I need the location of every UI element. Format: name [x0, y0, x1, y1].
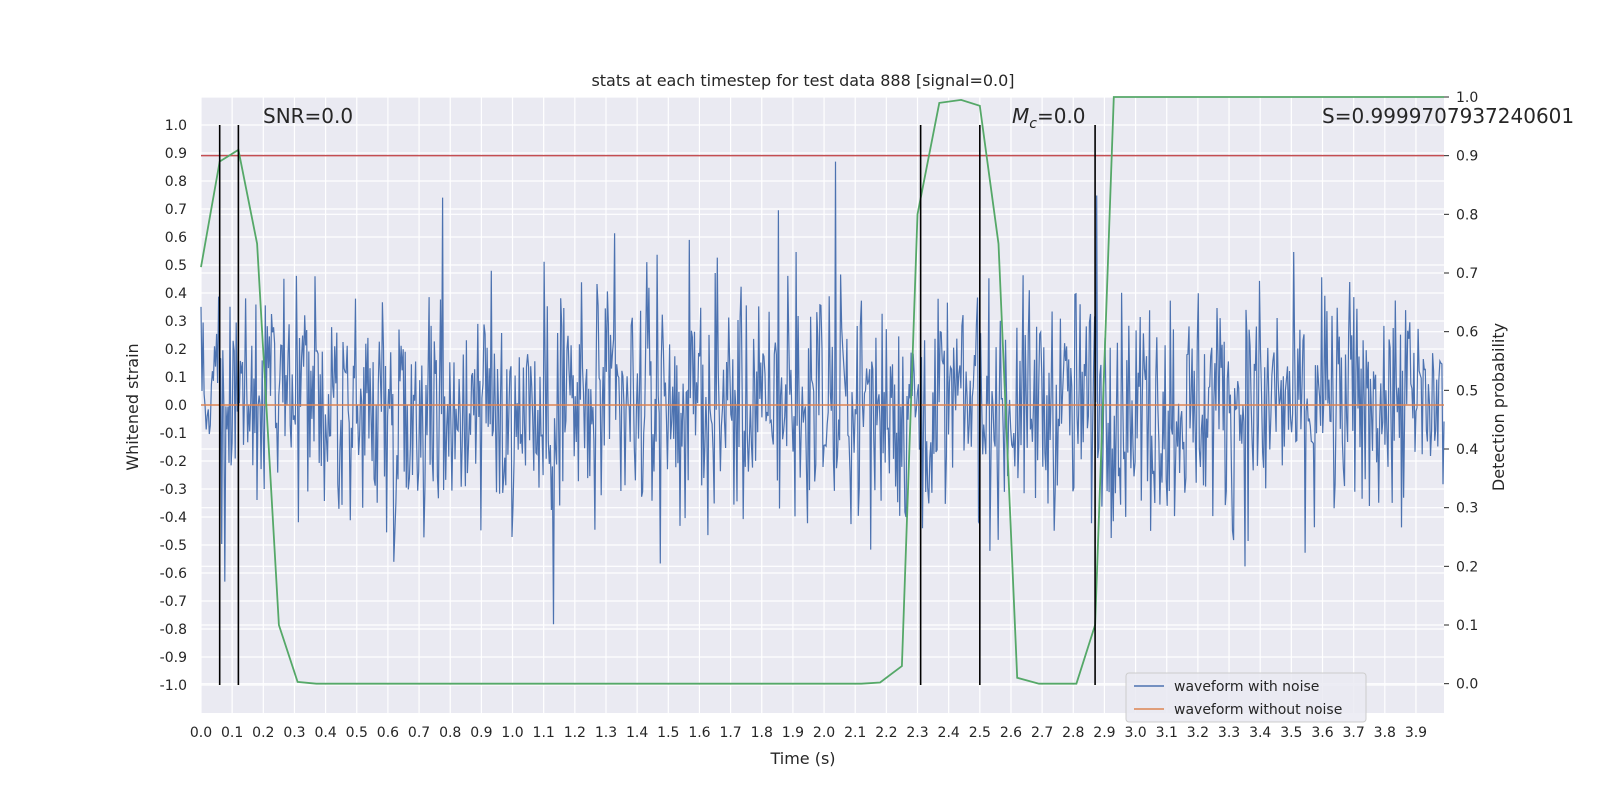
x-tick-label: 3.7	[1343, 725, 1365, 741]
x-tick-label: 1.2	[564, 725, 586, 741]
x-tick-label: 1.4	[626, 725, 648, 741]
x-tick-label: 3.9	[1405, 725, 1427, 741]
x-tick-label: 0.1	[221, 725, 243, 741]
series-detection-probability	[200, 96, 1444, 685]
y-tick-label: 0.1	[165, 370, 187, 386]
series-waveform-with-noise	[200, 161, 1445, 625]
x-tick-label: 2.8	[1062, 725, 1084, 741]
y-tick-label: -0.5	[160, 538, 187, 554]
y-tick-label: 0.5	[165, 258, 187, 274]
x-tick-label: 3.5	[1280, 725, 1302, 741]
y-tick-label: -0.3	[160, 482, 187, 498]
annotation-chirp-mass-var: M	[1012, 104, 1029, 128]
y2-tick-label: 0.3	[1456, 501, 1478, 517]
y2-tick-label: 1.0	[1456, 90, 1478, 106]
y-tick-label: -0.8	[160, 622, 187, 638]
x-tick-label: 2.4	[938, 725, 960, 741]
y-tick-label: -1.0	[160, 678, 187, 694]
y-tick-label: -0.4	[160, 510, 187, 526]
series-layer	[200, 96, 1444, 685]
y-tick-label: -0.1	[160, 426, 187, 442]
y2-tick-label: 0.4	[1456, 442, 1478, 458]
y2-tick-label: 0.9	[1456, 149, 1478, 165]
x-tick-label: 2.9	[1093, 725, 1115, 741]
x-tick-label: 0.6	[377, 725, 399, 741]
y-tick-label: -0.7	[160, 594, 187, 610]
y2-tick-label: 0.0	[1456, 677, 1478, 693]
x-tick-label: 1.7	[719, 725, 741, 741]
y2-tick-label: 0.6	[1456, 325, 1478, 341]
x-tick-label: 2.7	[1031, 725, 1053, 741]
annotation-snr: SNR=0.0	[263, 104, 353, 128]
vertical-lines-layer	[218, 125, 1096, 685]
chart-title: stats at each timestep for test data 888…	[591, 71, 1014, 90]
x-tick-label: 3.1	[1156, 725, 1178, 741]
y2-axis-label: Detection probability	[1489, 323, 1508, 491]
x-tick-label: 2.0	[813, 725, 835, 741]
legend-label-noise: waveform with noise	[1174, 679, 1319, 695]
x-tick-label: 0.9	[470, 725, 492, 741]
annotation-score: S=0.9999707937240601	[1322, 104, 1574, 128]
y-tick-label: -0.6	[160, 566, 187, 582]
annotation-chirp-mass-sub: c	[1029, 116, 1037, 132]
x-tick-label: 0.3	[283, 725, 305, 741]
y2-tick-label: 0.7	[1456, 266, 1478, 282]
x-tick-label: 1.5	[657, 725, 679, 741]
x-tick-label: 2.3	[906, 725, 928, 741]
x-tick-label: 3.3	[1218, 725, 1240, 741]
y-tick-label: 0.9	[165, 146, 187, 162]
x-tick-label: 1.9	[782, 725, 804, 741]
x-tick-label: 0.8	[439, 725, 461, 741]
legend: waveform with noise waveform without noi…	[1125, 672, 1367, 723]
x-tick-label: 2.5	[969, 725, 991, 741]
y-tick-label: 1.0	[165, 118, 187, 134]
x-tick-label: 0.2	[252, 725, 274, 741]
legend-label-clean: waveform without noise	[1174, 702, 1342, 718]
x-tick-label: 3.6	[1311, 725, 1333, 741]
x-tick-label: 0.0	[190, 725, 212, 741]
x-tick-label: 2.2	[875, 725, 897, 741]
y-tick-label: -0.2	[160, 454, 187, 470]
x-tick-label: 3.4	[1249, 725, 1271, 741]
x-tick-label: 3.0	[1124, 725, 1146, 741]
y-tick-label: 0.6	[165, 230, 187, 246]
y-tick-label: 0.7	[165, 202, 187, 218]
x-tick-label: 2.1	[844, 725, 866, 741]
y2-tick-label: 0.2	[1456, 559, 1478, 575]
y-axis-label: Whitened strain	[123, 343, 142, 470]
x-tick-label: 0.7	[408, 725, 430, 741]
y-tick-label: -0.9	[160, 650, 187, 666]
y2-tick-label: 0.5	[1456, 383, 1478, 399]
y-tick-label: 0.3	[165, 314, 187, 330]
x-tick-label: 1.6	[688, 725, 710, 741]
x-tick-label: 0.5	[346, 725, 368, 741]
tick-labels-layer: 0.0 0.1 0.2 0.3 0.4 0.5 0.6 0.7 0.8 0.9 1.0 1.1 1.2 1…	[160, 90, 1479, 741]
legend-frame	[1125, 672, 1367, 723]
x-tick-label: 3.8	[1374, 725, 1396, 741]
y-tick-label: 0.0	[165, 398, 187, 414]
x-axis-label: Time (s)	[769, 749, 835, 768]
x-tick-label: 3.2	[1187, 725, 1209, 741]
y-tick-label: 0.2	[165, 342, 187, 358]
waveform-with-noise-layer	[200, 161, 1445, 625]
y2-tick-label: 0.8	[1456, 207, 1478, 223]
x-tick-label: 0.4	[314, 725, 336, 741]
x-tick-label: 1.3	[595, 725, 617, 741]
y-tick-label: 0.8	[165, 174, 187, 190]
x-tick-label: 1.0	[501, 725, 523, 741]
annotation-chirp-mass: Mc=0.0	[1012, 104, 1086, 132]
y2-tick-label: 0.1	[1456, 618, 1478, 634]
x-tick-label: 1.1	[533, 725, 555, 741]
x-tick-label: 1.8	[751, 725, 773, 741]
y-tick-label: 0.4	[165, 286, 187, 302]
x-tick-label: 2.6	[1000, 725, 1022, 741]
annotation-chirp-mass-suffix: =0.0	[1037, 104, 1086, 128]
